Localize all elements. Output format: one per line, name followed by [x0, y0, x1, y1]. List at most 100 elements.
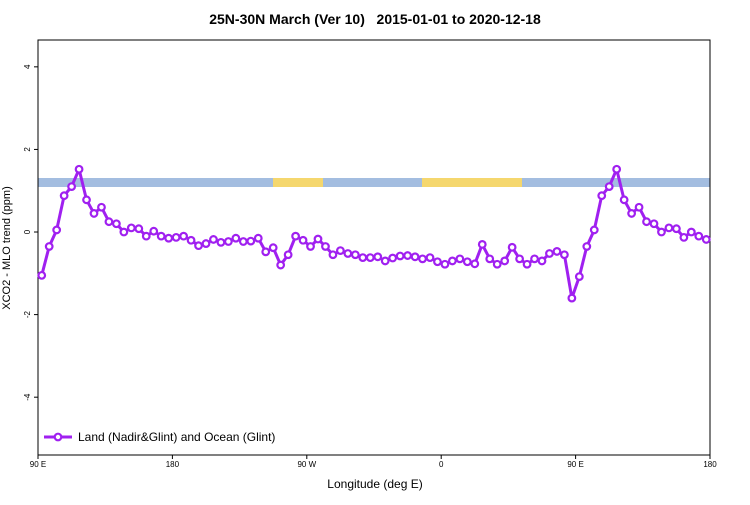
data-point: [119, 227, 129, 237]
y-tick-label: -4: [23, 393, 32, 401]
data-point: [552, 247, 562, 256]
data-point: [238, 237, 248, 246]
data-point: [209, 235, 218, 244]
data-point: [433, 257, 442, 267]
data-point: [403, 251, 413, 260]
data-point: [186, 235, 196, 245]
data-point: [567, 293, 577, 303]
data-point: [37, 270, 47, 280]
data-point: [298, 235, 308, 245]
data-point: [350, 250, 360, 260]
data-point: [679, 232, 689, 242]
data-point: [530, 254, 539, 264]
land-ocean-strip: [38, 178, 710, 187]
land-segment: [273, 178, 323, 187]
data-point: [657, 227, 666, 237]
legend-marker: [53, 432, 63, 442]
y-tick-label: 2: [23, 147, 32, 152]
data-point: [231, 233, 241, 243]
data-point: [67, 182, 76, 191]
data-point: [492, 259, 502, 269]
data-point: [111, 219, 121, 229]
data-point: [537, 256, 547, 266]
data-point: [582, 242, 592, 251]
data-point: [448, 256, 457, 266]
data-point: [343, 249, 353, 258]
data-point: [589, 225, 599, 235]
data-point: [619, 195, 629, 205]
data-point: [336, 246, 345, 255]
data-point: [395, 251, 405, 261]
data-point: [672, 224, 681, 234]
data-point: [223, 237, 233, 246]
data-point: [321, 242, 330, 251]
data-point: [410, 252, 420, 262]
data-point: [440, 259, 450, 269]
data-point: [156, 231, 166, 241]
data-point: [418, 254, 427, 264]
data-point: [455, 254, 465, 264]
data-point: [694, 231, 704, 241]
data-point: [313, 234, 323, 244]
data-point: [74, 164, 84, 174]
chart-title: 25N-30N March (Ver 10) 2015-01-01 to 202…: [209, 11, 541, 27]
data-point: [179, 231, 189, 241]
data-point: [470, 259, 480, 269]
data-point: [291, 231, 301, 241]
data-point: [522, 259, 532, 269]
x-tick-label: 0: [439, 460, 444, 469]
data-point: [171, 232, 181, 242]
data-point: [574, 272, 584, 282]
x-tick-label: 90 E: [567, 460, 583, 469]
data-point: [507, 242, 517, 252]
data-point: [82, 195, 91, 205]
data-point: [545, 249, 554, 258]
x-tick-label: 180: [703, 460, 717, 469]
data-point: [52, 225, 62, 235]
data-point: [365, 253, 375, 263]
data-point: [604, 182, 614, 191]
data-point: [89, 209, 99, 218]
x-axis-label: Longitude (deg E): [327, 477, 422, 491]
land-segment: [422, 178, 522, 187]
data-point: [664, 223, 674, 233]
data-point: [246, 236, 256, 246]
data-point: [149, 226, 159, 236]
data-point: [59, 191, 69, 201]
x-tick-label: 90 W: [297, 460, 316, 469]
data-point: [283, 250, 293, 260]
data-point: [425, 253, 435, 263]
data-point: [686, 227, 696, 237]
data-point: [388, 253, 398, 263]
data-point: [462, 257, 472, 267]
data-point: [216, 237, 226, 247]
data-point: [627, 209, 636, 218]
x-tick-label: 90 E: [30, 460, 46, 469]
data-point: [500, 256, 510, 266]
data-point: [164, 233, 174, 243]
data-point: [253, 233, 263, 243]
data-point: [642, 217, 651, 227]
data-point: [261, 247, 271, 257]
y-tick-label: -2: [23, 311, 32, 319]
data-point: [306, 242, 315, 251]
data-point: [515, 254, 524, 264]
data-point: [328, 250, 338, 260]
data-point: [141, 231, 151, 241]
data-point: [701, 235, 711, 244]
data-point: [477, 240, 487, 249]
data-point: [276, 260, 286, 270]
data-point: [97, 202, 106, 212]
data-point: [649, 219, 659, 229]
plot-frame: [37, 39, 711, 456]
data-point: [134, 224, 144, 234]
data-point: [194, 241, 203, 251]
legend-label: Land (Nadir&Glint) and Ocean (Glint): [78, 430, 275, 444]
data-point: [380, 256, 390, 266]
data-point: [634, 202, 644, 212]
data-point: [358, 253, 368, 263]
data-point: [201, 239, 211, 248]
y-tick-label: 4: [23, 64, 32, 69]
